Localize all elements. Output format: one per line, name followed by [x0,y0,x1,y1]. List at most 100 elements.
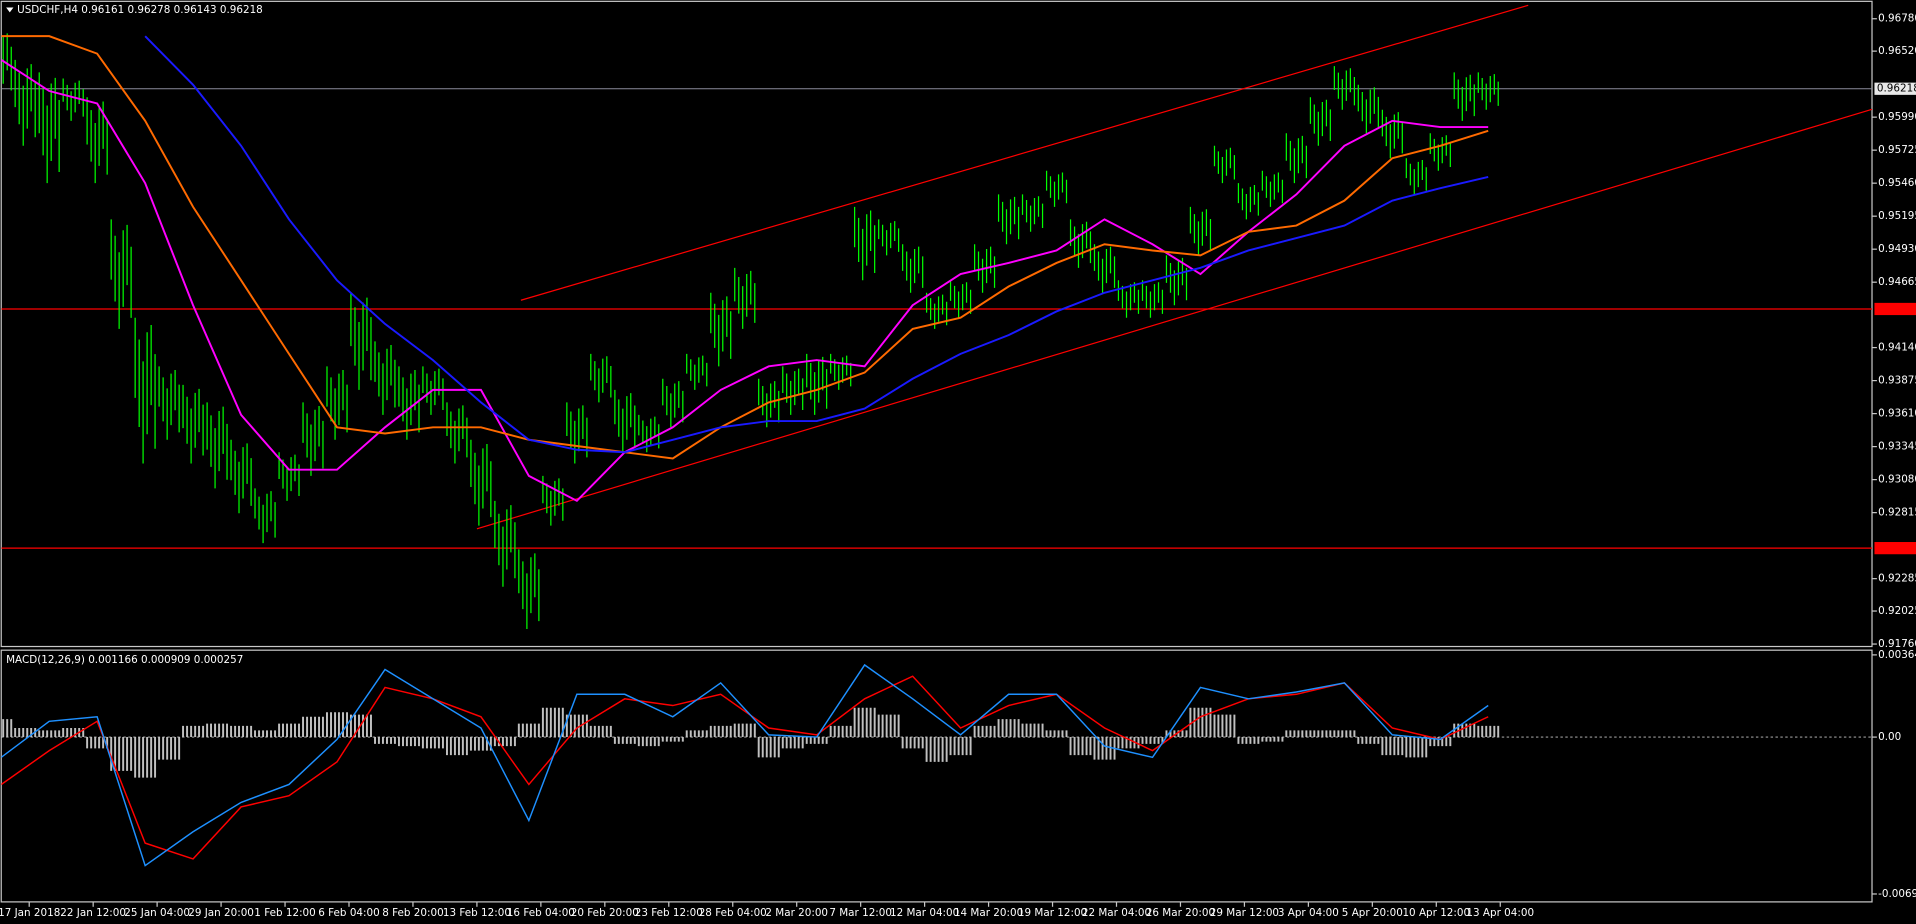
candle [38,72,60,184]
histogram-bar [1165,730,1188,738]
candle [997,194,1020,245]
candle [398,366,420,440]
x-tick-label: 28 Feb 04:00 [699,907,767,919]
histogram-bar [925,737,948,762]
histogram-bar [349,714,372,738]
candle [1285,133,1307,184]
x-tick-label: 22 Jan 12:00 [60,907,126,919]
candle [1093,244,1116,293]
histogram-bar [1117,737,1140,749]
candle [326,366,348,440]
x-tick-label: 7 Mar 12:00 [829,907,892,919]
candle [158,366,180,440]
histogram-bar [2,719,13,738]
candle [1189,206,1212,256]
histogram-bar [254,730,277,738]
x-tick-label: 14 Mar 20:00 [954,907,1023,919]
symbol-title: USDCHF,H4 0.96161 0.96278 0.96143 0.9621… [17,4,263,16]
histogram-bar [110,737,133,771]
level-price-box [1874,302,1916,316]
x-tick-label: 3 Apr 04:00 [1278,907,1339,919]
histogram-bar [877,714,900,738]
candle [278,452,300,501]
histogram-bar [1477,725,1500,738]
histogram-bar [134,737,157,778]
histogram-bar [14,728,37,738]
candle [806,353,828,415]
candle [1117,280,1140,318]
x-tick-label: 1 Feb 12:00 [254,907,315,919]
candle [830,353,852,390]
histogram-bar [1045,730,1068,738]
candle [1429,133,1451,171]
candle [446,402,468,464]
histogram-bar [1021,723,1044,738]
moving-average [144,35,1489,454]
histogram-bar [685,730,708,738]
y-tick-label: 0.92815 [1878,507,1916,519]
candle [758,378,780,428]
candle [1333,66,1356,110]
candle [1021,194,1044,232]
histogram-bar [709,725,732,738]
histogram-bar [805,737,828,744]
candle [782,366,804,415]
candle [206,402,228,489]
x-tick-label: 13 Apr 04:00 [1466,907,1534,919]
trend-line [520,4,1529,301]
candle [518,549,540,630]
candle [710,292,732,367]
histogram-bar [637,737,660,747]
candle [974,244,996,293]
histogram-bar [613,737,636,744]
menu-arrow[interactable] [6,7,14,13]
candle [1309,97,1331,146]
y-tick-label: -0.006957 [1878,888,1916,900]
signal-line [1,675,1489,860]
x-tick-label: 6 Feb 04:00 [318,907,379,919]
x-tick-label: 12 Mar 04:00 [890,907,959,919]
y-tick-label: 0.93875 [1878,375,1916,387]
candle [1477,72,1499,110]
x-tick-label: 10 Apr 12:00 [1402,907,1470,919]
candle [614,389,636,453]
moving-average [1,59,1489,503]
y-tick-label: 0.003645 [1878,649,1916,661]
histogram-bar [326,712,349,738]
candle [350,292,372,390]
moving-average [1,35,1489,460]
histogram-bar [1069,737,1092,756]
histogram-bar [421,737,444,749]
histogram-bar [853,707,876,738]
candle [542,475,564,526]
macd-panel-frame [0,649,1873,903]
histogram-bar [62,728,85,738]
candle [662,378,684,428]
histogram-bar [1429,737,1452,747]
candle [1237,183,1259,220]
candle [902,244,924,293]
histogram-bar [1189,707,1212,738]
histogram-bar [949,737,972,756]
candle [470,439,492,526]
main-plot [1,4,1873,630]
candle [110,219,132,329]
histogram-bar [182,725,205,738]
histogram-bar [469,737,492,751]
candle [1261,170,1284,207]
level-price-box [1874,542,1916,555]
x-tick-label: 22 Mar 04:00 [1082,907,1151,919]
candle [86,97,108,184]
macd-title: MACD(12,26,9) 0.001166 0.000909 0.000257 [6,654,243,666]
histogram-bar [1405,737,1428,758]
main-panel-frame [0,0,1873,648]
histogram-bar [158,737,181,760]
y-tick-label: 0.92285 [1878,573,1916,585]
histogram-bar [1381,737,1404,756]
y-tick-label: 0.94665 [1878,276,1916,288]
